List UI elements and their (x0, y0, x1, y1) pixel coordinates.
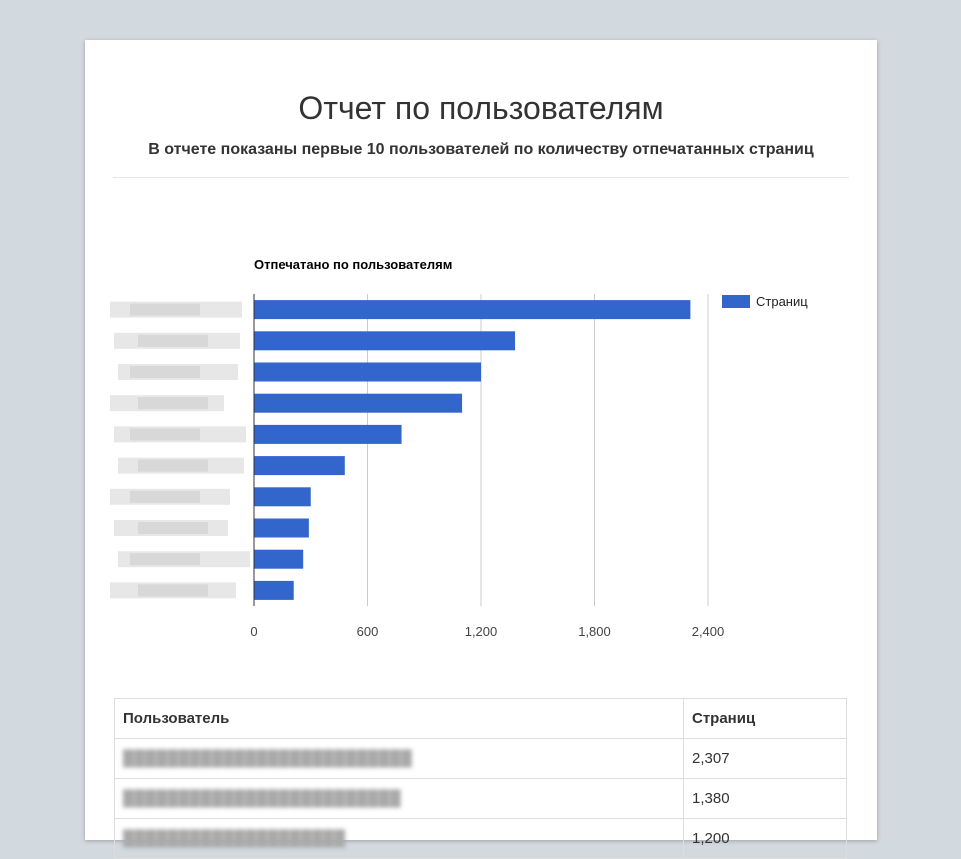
bar (254, 549, 304, 569)
bar (254, 393, 463, 413)
report-subtitle: В отчете показаны первые 10 пользователе… (148, 141, 814, 158)
users-table: Пользователь Страниц ███████████████████… (114, 698, 847, 859)
user-name: ██████████████████████████ (123, 750, 413, 767)
x-tick-label: 1,200 (465, 624, 498, 639)
category-label-obscured (138, 584, 208, 597)
header-user: Пользователь (114, 698, 684, 739)
pages-cell: 1,200 (683, 818, 847, 859)
bar (254, 518, 309, 538)
bar (254, 456, 345, 476)
user-cell: ████████████████████ (114, 818, 684, 859)
bar-chart: Отпечатано по пользователям 0 600 1,200 1,80… (110, 257, 808, 639)
category-label-obscured (130, 303, 200, 316)
legend-label: Страниц (756, 294, 808, 309)
category-label-obscured (138, 334, 208, 347)
user-name: █████████████████████████ (123, 790, 402, 807)
bar (254, 487, 311, 507)
category-label-obscured (138, 459, 208, 472)
user-name: ████████████████████ (123, 830, 346, 847)
legend-swatch (722, 295, 750, 308)
pages-cell: 1,380 (683, 778, 847, 819)
category-label-obscured (130, 366, 200, 378)
header-divider (113, 177, 849, 178)
pages-cell: 2,307 (683, 738, 847, 779)
report-card: Отчет по пользователям В отчете показаны… (85, 40, 877, 859)
chart-title: Отпечатано по пользователям (254, 257, 452, 272)
x-tick-label: 600 (357, 624, 379, 639)
category-label-obscured (130, 490, 200, 503)
category-label-obscured (138, 397, 208, 410)
table-row: ████████████████████ 1,200 (114, 818, 847, 859)
bar (254, 362, 481, 382)
header-pages: Страниц (683, 698, 847, 739)
category-label-obscured (130, 428, 200, 441)
table-row: ██████████████████████████ 2,307 (114, 738, 847, 779)
user-cell: ██████████████████████████ (114, 738, 684, 779)
user-cell: █████████████████████████ (114, 778, 684, 819)
table-header-row: Пользователь Страниц (114, 698, 847, 739)
category-label-obscured (138, 522, 208, 534)
x-tick-label: 1,800 (578, 624, 611, 639)
bar (254, 331, 516, 351)
x-tick-label: 0 (250, 624, 257, 639)
bar (254, 300, 691, 320)
bar (254, 580, 294, 600)
category-label-obscured (130, 553, 200, 566)
x-tick-label: 2,400 (692, 624, 725, 639)
report-title: Отчет по пользователям (298, 90, 664, 126)
bar (254, 424, 402, 444)
table-row: █████████████████████████ 1,380 (114, 778, 847, 819)
